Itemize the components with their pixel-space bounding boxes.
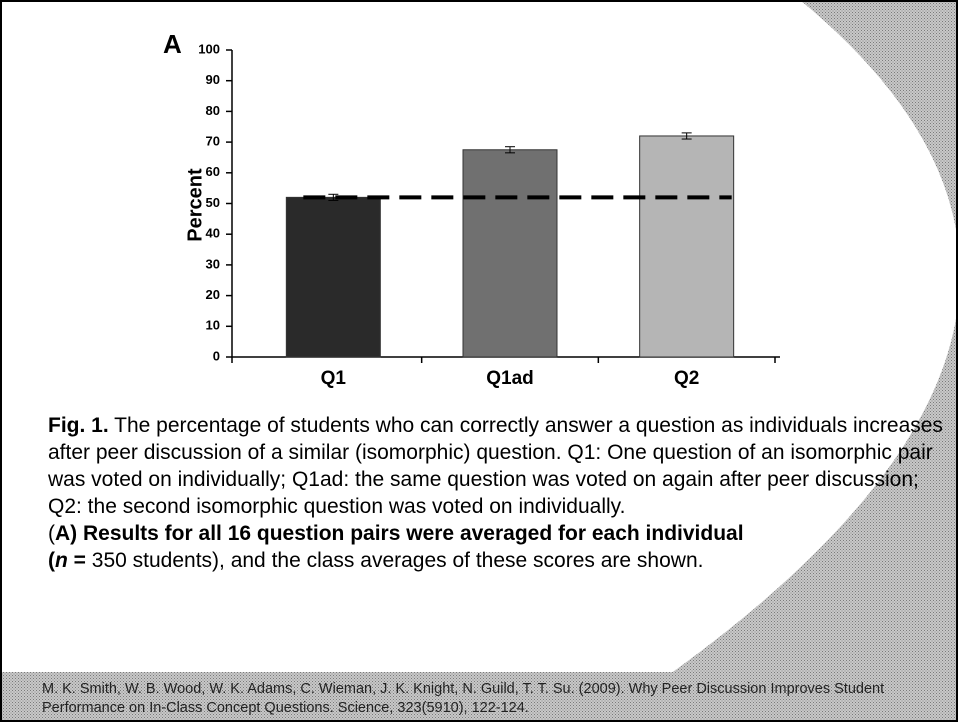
background-swoosh: [600, 0, 958, 722]
y-tick-label: 100: [198, 41, 220, 56]
chart: A Percent 0 10 20 30 40 50 60 70 80 90 100 Q1 Q1ad Q2: [0, 0, 958, 722]
note-part: 350 students), and the class averages of…: [86, 549, 704, 572]
y-tick-label: 60: [206, 164, 220, 179]
panel-label: A: [163, 29, 182, 59]
x-tick-label: Q1: [321, 368, 347, 389]
bar: [286, 197, 380, 357]
caption: Fig. 1. The percentage of students who c…: [48, 412, 953, 574]
y-tick-label: 50: [206, 195, 220, 210]
y-tick-label: 40: [206, 226, 220, 241]
note-part: n: [55, 549, 68, 572]
bar: [640, 136, 734, 357]
y-tick-label: 20: [206, 287, 220, 302]
y-tick-label: 0: [213, 348, 220, 363]
x-tick-label: Q2: [674, 368, 699, 389]
note-part: A) Results for all 16 question pairs wer…: [55, 522, 744, 545]
y-tick-label: 90: [206, 72, 220, 87]
x-tick-label: Q1ad: [486, 368, 534, 389]
note-part: =: [68, 549, 86, 572]
y-tick-label: 70: [206, 134, 220, 149]
bar: [463, 150, 557, 357]
y-axis-label: Percent: [184, 168, 206, 242]
note-part: (: [48, 549, 55, 572]
note-part: (: [48, 522, 55, 545]
citation: M. K. Smith, W. B. Wood, W. K. Adams, C.…: [42, 680, 942, 718]
y-tick-label: 30: [206, 256, 220, 271]
caption-label: Fig. 1.: [48, 414, 109, 437]
y-tick-label: 10: [206, 318, 220, 333]
caption-text: The percentage of students who can corre…: [48, 414, 943, 518]
page: A Percent 0 10 20 30 40 50 60 70 80 90 100 Q1 Q1ad Q2…: [0, 0, 958, 722]
y-tick-label: 80: [206, 103, 220, 118]
